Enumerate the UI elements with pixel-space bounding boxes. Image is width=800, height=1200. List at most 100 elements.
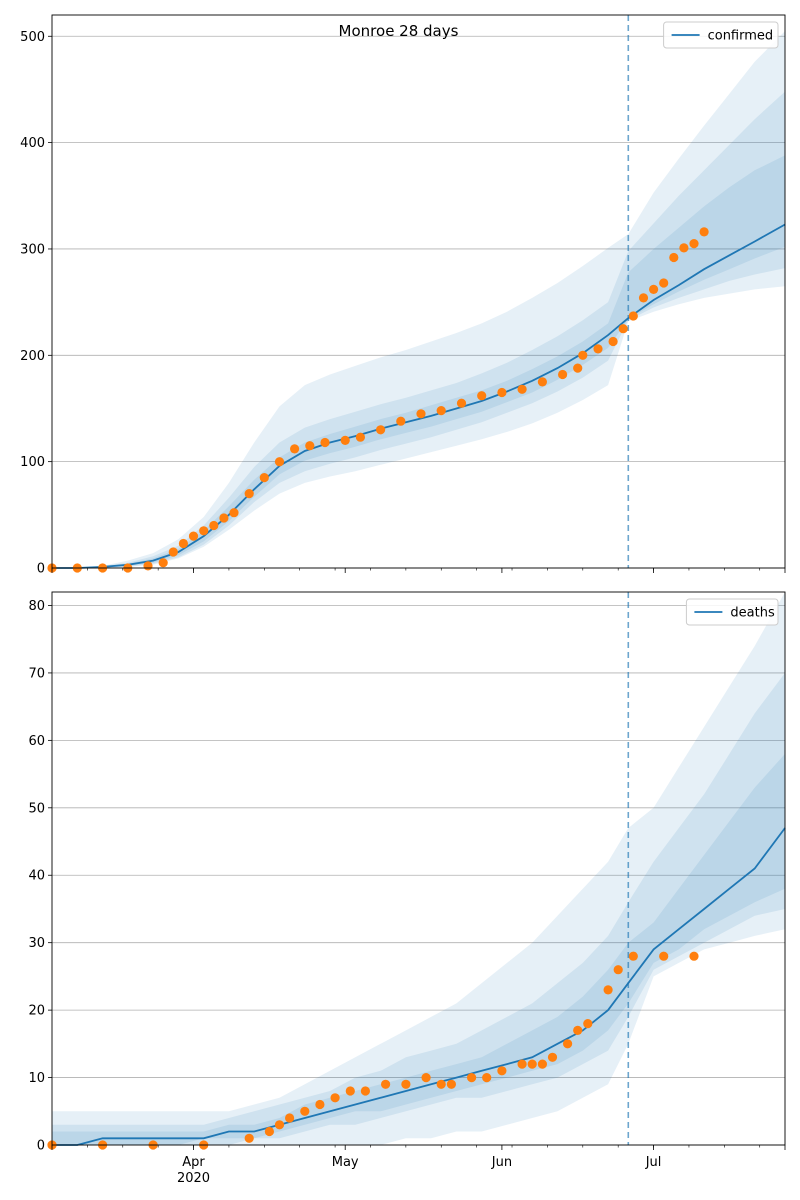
chart-title: Monroe 28 days: [339, 22, 459, 40]
y-tick-label: 80: [28, 599, 45, 614]
observed-point: [558, 369, 568, 380]
observed-point: [345, 1086, 355, 1096]
observed-point: [320, 437, 330, 448]
observed-point: [608, 336, 618, 347]
observed-point: [274, 1120, 285, 1130]
observed-point: [401, 1079, 411, 1089]
y-tick-label: 400: [20, 136, 45, 151]
observed-point: [360, 1086, 370, 1096]
observed-point: [537, 1059, 548, 1069]
model-line: [52, 827, 786, 1146]
y-tick-label: 10: [28, 1071, 45, 1086]
observed-point: [638, 293, 649, 303]
plot-area: [52, 592, 785, 1145]
observed-point: [188, 531, 199, 541]
observed-point: [446, 1079, 456, 1089]
y-tick-label: 200: [20, 349, 45, 364]
observed-point: [436, 1079, 446, 1089]
observed-point: [381, 1079, 391, 1089]
observed-point: [497, 387, 507, 398]
y-tick-label: 70: [28, 666, 45, 681]
observed-point: [477, 391, 487, 401]
observed-point: [244, 489, 254, 499]
observed-point: [482, 1073, 492, 1083]
observed-point: [649, 284, 659, 294]
legend-label: confirmed: [708, 29, 774, 44]
y-tick-label: 0: [37, 562, 45, 577]
x-tick-label: Apr 2020: [177, 1155, 210, 1186]
y-tick-label: 0: [37, 1139, 45, 1154]
observed-point: [305, 441, 315, 451]
observed-point: [229, 508, 239, 518]
observed-point: [199, 526, 209, 536]
observed-point: [330, 1093, 340, 1103]
y-tick-label: 300: [20, 242, 45, 257]
observed-point: [578, 350, 588, 360]
observed-point: [603, 985, 613, 995]
observed-point: [669, 252, 679, 263]
observed-point: [416, 409, 426, 419]
y-tick-label: 50: [28, 801, 45, 816]
plot-frame: [51, 591, 786, 1146]
y-tick-label: 100: [20, 455, 45, 470]
observed-point: [259, 473, 269, 483]
y-tick-label: 40: [28, 869, 45, 884]
observed-point: [158, 558, 168, 568]
confidence-band: [52, 672, 785, 1145]
confidence-band: [52, 753, 785, 1145]
observed-point: [659, 951, 669, 961]
observed-point: [143, 561, 153, 571]
observed-point: [659, 278, 669, 288]
observed-point: [315, 1099, 325, 1110]
observed-point: [219, 513, 229, 523]
observed-point: [628, 951, 638, 961]
observed-point: [264, 1126, 274, 1137]
observed-point: [583, 1019, 593, 1029]
plot-frame: [51, 14, 786, 569]
deaths-panel: 0 10 20 30 40 50 60 70 80 Apr 2020 May Jun Jul deaths: [28, 591, 786, 1186]
observed-point: [396, 416, 406, 426]
observed-point: [517, 1059, 527, 1069]
plot-area: [52, 15, 785, 568]
observed-point: [537, 377, 548, 387]
observed-point: [274, 457, 285, 467]
confidence-band: [52, 592, 785, 1145]
observed-point: [613, 965, 623, 975]
observed-point: [563, 1039, 573, 1049]
observed-point: [300, 1106, 310, 1116]
observed-point: [689, 951, 699, 961]
y-tick-label: 60: [28, 734, 45, 749]
observed-point: [527, 1059, 537, 1069]
observed-point: [376, 425, 386, 435]
confidence-band: [52, 31, 785, 568]
observed-point: [679, 243, 689, 253]
observed-point: [618, 324, 628, 334]
legend-box: [663, 21, 779, 49]
observed-point: [573, 363, 583, 373]
x-tick-label: May: [332, 1155, 359, 1170]
observed-point: [497, 1066, 507, 1076]
observed-point: [290, 444, 300, 454]
observed-point: [421, 1073, 431, 1083]
confirmed-panel: 0 100 200 300 400 500 Monroe 28 days confirmed: [20, 14, 786, 577]
y-tick-label: 30: [28, 936, 45, 951]
legend-box: [685, 598, 779, 626]
observed-point: [689, 239, 699, 249]
y-tick-label: 500: [20, 30, 45, 45]
observed-point: [244, 1133, 254, 1143]
observed-point: [168, 547, 178, 557]
observed-point: [467, 1073, 477, 1083]
y-tick-label: 20: [28, 1004, 45, 1019]
observed-point: [517, 384, 527, 394]
observed-point: [547, 1052, 558, 1062]
x-tick-label: Jul: [645, 1155, 662, 1170]
observed-point: [285, 1113, 295, 1123]
observed-point: [628, 311, 638, 321]
observed-point: [178, 538, 188, 549]
observed-point: [436, 406, 446, 416]
observed-point: [699, 227, 709, 237]
observed-point: [456, 398, 467, 408]
observed-point: [355, 432, 365, 442]
observed-point: [573, 1025, 583, 1035]
